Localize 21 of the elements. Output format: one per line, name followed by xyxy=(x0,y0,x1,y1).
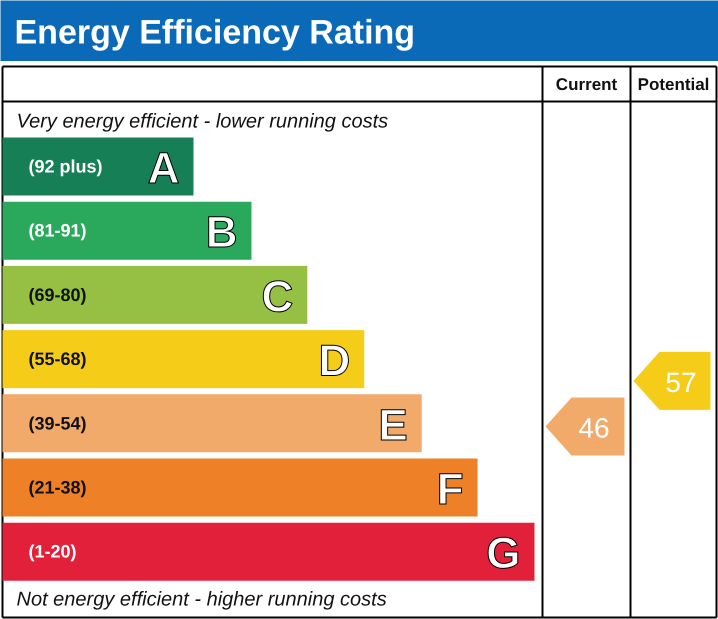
text: 46 xyxy=(578,412,610,444)
text: Current xyxy=(556,75,618,94)
text: Potential xyxy=(638,75,710,94)
y-tick-label: (39-54) xyxy=(28,413,87,434)
y-tick-label: (55-68) xyxy=(28,349,87,370)
annotation: D xyxy=(318,336,350,386)
annotation: E xyxy=(378,400,408,450)
annotation: C xyxy=(262,272,294,322)
y-tick-label: (21-38) xyxy=(28,478,87,498)
annotation: F xyxy=(436,465,464,514)
y-tick-label: (92 plus) xyxy=(28,156,103,176)
y-tick-label: (69-80) xyxy=(28,284,87,305)
annotation: B xyxy=(206,208,238,258)
text: 57 xyxy=(665,366,697,398)
y-tick-label: (81-91) xyxy=(28,220,87,241)
annotation: G xyxy=(486,529,521,578)
chart-title: Energy Efficiency Rating xyxy=(14,14,416,52)
annotation: A xyxy=(148,144,180,193)
text: Very energy efficient - lower running costs xyxy=(16,110,388,132)
y-tick-label: (1-20) xyxy=(28,542,77,562)
text: Not energy efficient - higher running costs xyxy=(16,588,387,610)
